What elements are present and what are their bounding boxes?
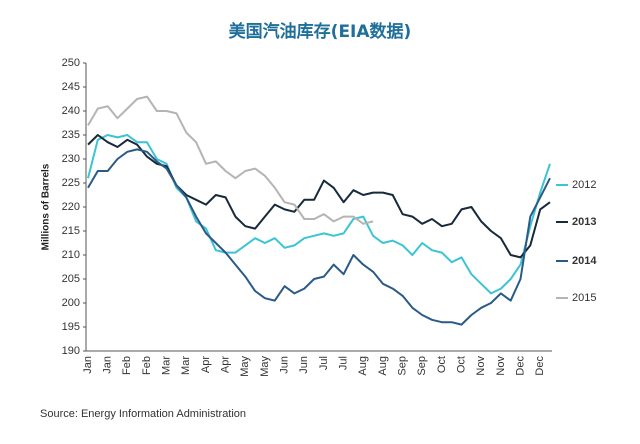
- x-tick-label: Jul: [318, 356, 330, 370]
- x-tick-label: May: [259, 356, 271, 377]
- legend-label: 2013: [572, 216, 596, 228]
- x-tick-label: Jul: [337, 356, 349, 370]
- x-tick-label: Sep: [396, 356, 408, 376]
- series-line: [87, 148, 551, 326]
- x-tick-label: Oct: [436, 356, 448, 373]
- x-tick-label: Jan: [102, 356, 114, 374]
- x-tick-label: Apr: [200, 356, 212, 373]
- y-tick-label: 220: [62, 201, 80, 213]
- y-tick-label: 225: [62, 177, 80, 189]
- x-tick-label: Feb: [121, 356, 133, 375]
- x-tick-label: Mar: [161, 356, 173, 375]
- legend-label: 2015: [572, 292, 596, 304]
- x-tick-label: Jun: [279, 356, 291, 374]
- y-tick-label: 190: [62, 345, 80, 357]
- y-tick-label: 240: [62, 105, 80, 117]
- series-line: [87, 134, 551, 259]
- source: Source: Energy Information Administratio…: [40, 408, 246, 420]
- y-tick-label: 210: [62, 249, 80, 261]
- y-tick-label: 215: [62, 225, 80, 237]
- y-tick-label: 245: [62, 81, 80, 93]
- x-tick-label: Nov: [475, 356, 487, 376]
- x-tick-label: Feb: [141, 356, 153, 375]
- x-tick-label: May: [239, 356, 251, 377]
- x-tick-label: Dec: [514, 356, 526, 376]
- legend-label: 2012: [572, 179, 596, 191]
- y-tick-label: 205: [62, 273, 80, 285]
- chart-title: 美国汽油库存(EIA数据): [229, 21, 412, 42]
- x-tick-label: Apr: [220, 356, 232, 373]
- y-tick-label: 230: [62, 153, 80, 165]
- x-tick-label: Aug: [357, 356, 369, 376]
- x-tick-label: Oct: [455, 356, 467, 373]
- y-axis-label: Millions of Barrels: [41, 163, 52, 250]
- y-tick-label: 235: [62, 129, 80, 141]
- y-tick-label: 195: [62, 321, 80, 333]
- series-line: [87, 95, 374, 225]
- x-tick-label: Mar: [180, 356, 192, 375]
- x-tick-label: Aug: [377, 356, 389, 376]
- legend-label: 2014: [572, 255, 597, 267]
- series-line: [87, 134, 551, 295]
- x-tick-label: Nov: [495, 356, 507, 376]
- x-tick-label: Jan: [82, 356, 94, 374]
- x-tick-label: Dec: [534, 356, 546, 376]
- y-tick-label: 200: [62, 297, 80, 309]
- y-tick-label: 250: [62, 57, 80, 69]
- x-tick-label: Sep: [416, 356, 428, 376]
- x-tick-label: Jun: [298, 356, 310, 374]
